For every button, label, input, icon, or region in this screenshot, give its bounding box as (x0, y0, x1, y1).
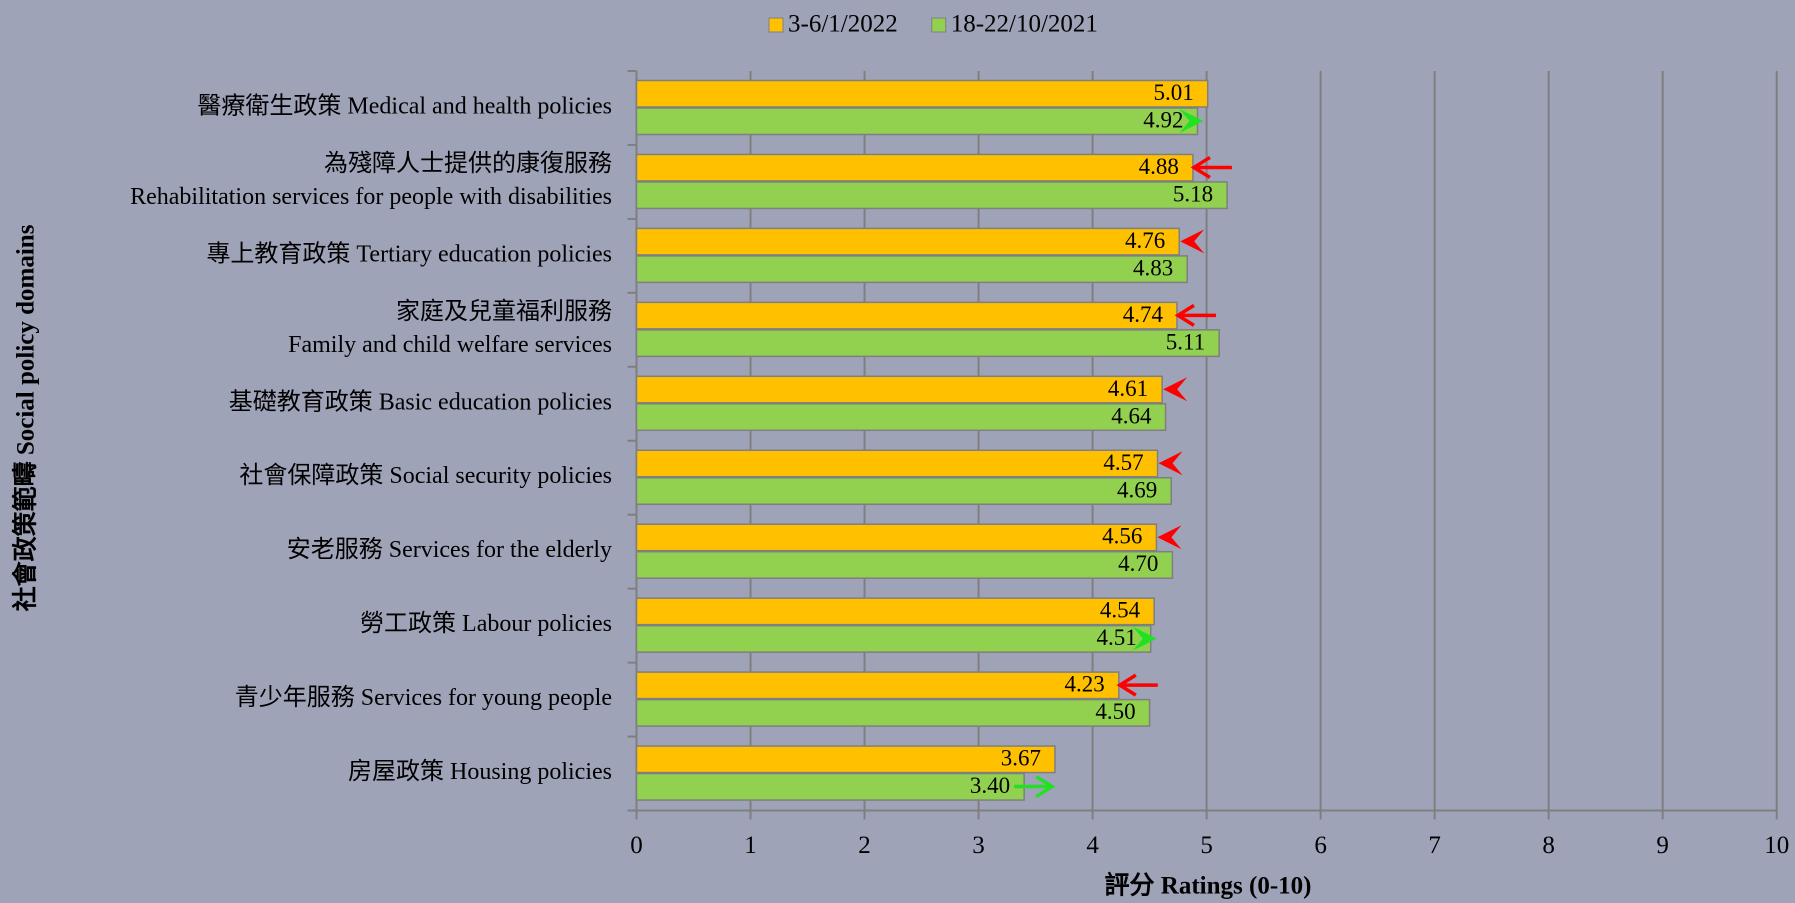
value-label: 4.54 (1100, 598, 1141, 623)
category-label: Rehabilitation services for people with … (130, 184, 612, 210)
value-label: 4.92 (1143, 108, 1183, 133)
bar (635, 523, 1158, 552)
change-arrow (1174, 303, 1195, 327)
x-tick-label: 3 (972, 832, 985, 859)
bar (635, 597, 1155, 626)
bar (635, 550, 1174, 579)
x-tick-label: 7 (1428, 832, 1441, 859)
legend-swatch (768, 17, 784, 33)
bar (635, 255, 1188, 284)
change-chevron (1180, 229, 1205, 254)
bar (635, 153, 1194, 182)
value-label: 4.50 (1095, 699, 1135, 724)
category-label: 房屋政策 Housing policies (348, 758, 612, 785)
bar (635, 477, 1173, 505)
bar (635, 403, 1167, 432)
bar (635, 745, 1056, 774)
legend-label: 18-22/10/2021 (951, 11, 1098, 38)
value-label: 5.11 (1166, 329, 1205, 354)
category-label: 勞工政策 Labour policies (360, 610, 612, 637)
x-tick-label: 4 (1086, 832, 1099, 859)
x-tick-label: 0 (630, 832, 643, 859)
value-label: 4.88 (1139, 154, 1179, 179)
bar (635, 375, 1163, 404)
value-label: 4.74 (1123, 302, 1164, 327)
bar (635, 671, 1120, 700)
bar (635, 227, 1180, 256)
bar (635, 79, 1209, 108)
category-label: Family and child welfare services (288, 332, 612, 358)
value-label: 4.69 (1117, 477, 1157, 502)
change-arrow (1116, 673, 1137, 697)
value-label: 4.64 (1111, 403, 1152, 428)
value-label: 4.57 (1103, 450, 1143, 475)
value-label: 4.51 (1096, 625, 1136, 650)
value-label: 3.67 (1001, 746, 1041, 771)
value-label: 4.61 (1108, 376, 1148, 401)
x-tick-label: 10 (1764, 832, 1789, 859)
bar (635, 772, 1025, 801)
value-label: 3.40 (970, 773, 1010, 798)
value-label: 4.56 (1102, 524, 1142, 549)
category-label: 專上教育政策 Tertiary education policies (206, 240, 612, 267)
value-label: 5.01 (1153, 80, 1193, 105)
bar (635, 329, 1220, 358)
value-label: 4.23 (1065, 672, 1105, 697)
bar (635, 107, 1199, 136)
legend-swatch (931, 17, 947, 33)
value-label: 4.70 (1118, 551, 1158, 576)
bar (635, 301, 1178, 330)
change-arrow (1190, 155, 1211, 179)
x-tick-label: 9 (1656, 832, 1669, 859)
x-tick-label: 8 (1542, 832, 1555, 859)
bar (635, 449, 1159, 478)
x-tick-label: 5 (1200, 832, 1213, 859)
category-label: 安老服務 Services for the elderly (287, 536, 612, 563)
category-label: 社會保障政策 Social security policies (239, 462, 612, 489)
change-chevron (1158, 451, 1183, 476)
category-label: 家庭及兒童福利服務 (396, 298, 612, 325)
x-tick-label: 2 (858, 832, 871, 859)
x-axis-title: 評分 Ratings (0-10) (1105, 871, 1312, 900)
legend-label: 3-6/1/2022 (788, 11, 898, 38)
bar (635, 698, 1151, 727)
category-label: 基礎教育政策 Basic education policies (229, 388, 612, 415)
category-label: 醫療衛生政策 Medical and health policies (197, 92, 612, 119)
change-arrow (1035, 775, 1056, 799)
change-chevron (1157, 525, 1182, 550)
bar (635, 181, 1228, 210)
category-label: 為殘障人士提供的康復服務 (324, 150, 612, 177)
y-axis-title: 社會政策範疇 Social policy domains (11, 224, 40, 611)
value-label: 4.76 (1125, 228, 1165, 253)
value-label: 5.18 (1173, 181, 1213, 206)
x-tick-label: 1 (744, 832, 757, 859)
x-tick-label: 6 (1314, 832, 1327, 859)
change-chevron (1179, 109, 1204, 133)
category-label: 青少年服務 Services for young people (235, 684, 612, 711)
change-chevron (1132, 626, 1157, 651)
bar (635, 624, 1152, 653)
change-chevron (1163, 377, 1188, 402)
value-label: 4.83 (1133, 255, 1173, 280)
